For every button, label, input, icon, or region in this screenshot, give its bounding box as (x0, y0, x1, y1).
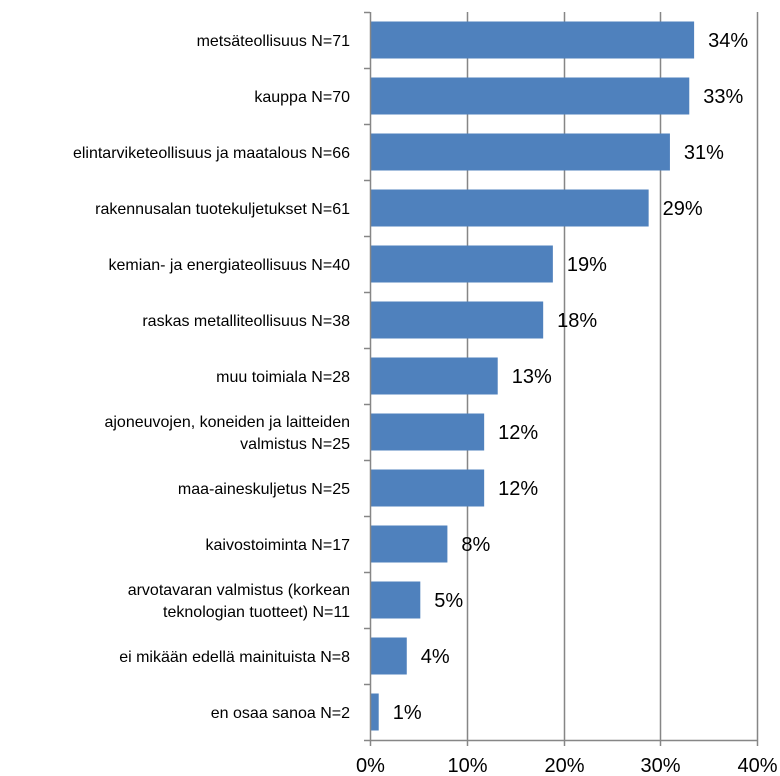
bar[interactable] (370, 77, 690, 115)
value-label: 34% (708, 30, 748, 52)
category-label: kemian- ja energiateollisuus N=40 (109, 257, 351, 274)
category-label: metsäteollisuus N=71 (197, 33, 351, 50)
value-label: 13% (512, 366, 552, 388)
category-label: rakennusalan tuotekuljetukset N=61 (95, 201, 350, 218)
bar[interactable] (370, 469, 485, 507)
category-label: kauppa N=70 (254, 89, 350, 106)
value-label: 1% (393, 702, 422, 724)
x-tick-label: 30% (640, 755, 680, 776)
category-label: valmistus N=25 (240, 436, 350, 453)
x-tick-label: 10% (447, 755, 487, 776)
bar[interactable] (370, 245, 553, 283)
category-label: raskas metalliteollisuus N=38 (142, 313, 350, 330)
x-tick-label: 40% (737, 755, 777, 776)
category-label: arvotavaran valmistus (korkean (128, 582, 350, 599)
bar[interactable] (370, 189, 649, 227)
category-label: ei mikään edellä mainituista N=8 (119, 649, 350, 666)
category-label: maa-aineskuljetus N=25 (178, 481, 350, 498)
category-label: ajoneuvojen, koneiden ja laitteiden (104, 414, 350, 431)
bar[interactable] (370, 357, 498, 395)
bar[interactable] (370, 637, 407, 675)
bar[interactable] (370, 133, 670, 171)
value-label: 12% (498, 478, 538, 500)
category-label: en osaa sanoa N=2 (211, 705, 350, 722)
bar[interactable] (370, 525, 448, 563)
value-label: 12% (498, 422, 538, 444)
category-label: kaivostoiminta N=17 (205, 537, 350, 554)
bar[interactable] (370, 21, 695, 59)
value-label: 4% (421, 646, 450, 668)
bar[interactable] (370, 413, 485, 451)
value-label: 5% (434, 590, 463, 612)
value-label: 33% (703, 86, 743, 108)
category-label: elintarviketeollisuus ja maatalous N=66 (73, 145, 350, 162)
value-label: 29% (663, 198, 703, 220)
value-label: 31% (684, 142, 724, 164)
category-label: teknologian tuotteet) N=11 (163, 604, 350, 621)
category-label: muu toimiala N=28 (216, 369, 350, 386)
value-label: 19% (567, 254, 607, 276)
x-tick-label: 0% (356, 755, 385, 776)
bar[interactable] (370, 301, 544, 339)
x-tick-label: 20% (544, 755, 584, 776)
value-label: 8% (461, 534, 490, 556)
bar[interactable] (370, 581, 421, 619)
bar[interactable] (370, 693, 379, 731)
value-label: 18% (557, 310, 597, 332)
